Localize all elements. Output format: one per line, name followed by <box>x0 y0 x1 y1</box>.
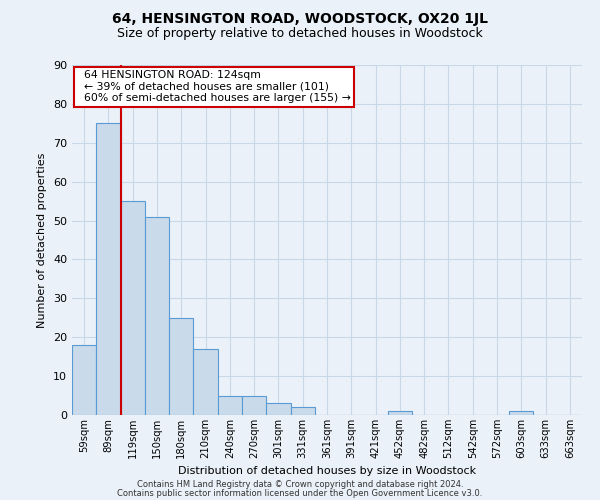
Bar <box>72 345 96 415</box>
Bar <box>388 411 412 415</box>
Bar <box>218 396 242 415</box>
Bar <box>169 318 193 415</box>
Bar <box>266 404 290 415</box>
Y-axis label: Number of detached properties: Number of detached properties <box>37 152 47 328</box>
Bar <box>121 201 145 415</box>
Text: Contains HM Land Registry data © Crown copyright and database right 2024.: Contains HM Land Registry data © Crown c… <box>137 480 463 489</box>
Bar <box>509 411 533 415</box>
Bar <box>290 407 315 415</box>
Bar <box>96 124 121 415</box>
Text: 64, HENSINGTON ROAD, WOODSTOCK, OX20 1JL: 64, HENSINGTON ROAD, WOODSTOCK, OX20 1JL <box>112 12 488 26</box>
Bar <box>145 216 169 415</box>
Bar <box>193 349 218 415</box>
X-axis label: Distribution of detached houses by size in Woodstock: Distribution of detached houses by size … <box>178 466 476 476</box>
Text: Size of property relative to detached houses in Woodstock: Size of property relative to detached ho… <box>117 28 483 40</box>
Bar <box>242 396 266 415</box>
Text: Contains public sector information licensed under the Open Government Licence v3: Contains public sector information licen… <box>118 488 482 498</box>
Text: 64 HENSINGTON ROAD: 124sqm
  ← 39% of detached houses are smaller (101)
  60% of: 64 HENSINGTON ROAD: 124sqm ← 39% of deta… <box>77 70 351 103</box>
